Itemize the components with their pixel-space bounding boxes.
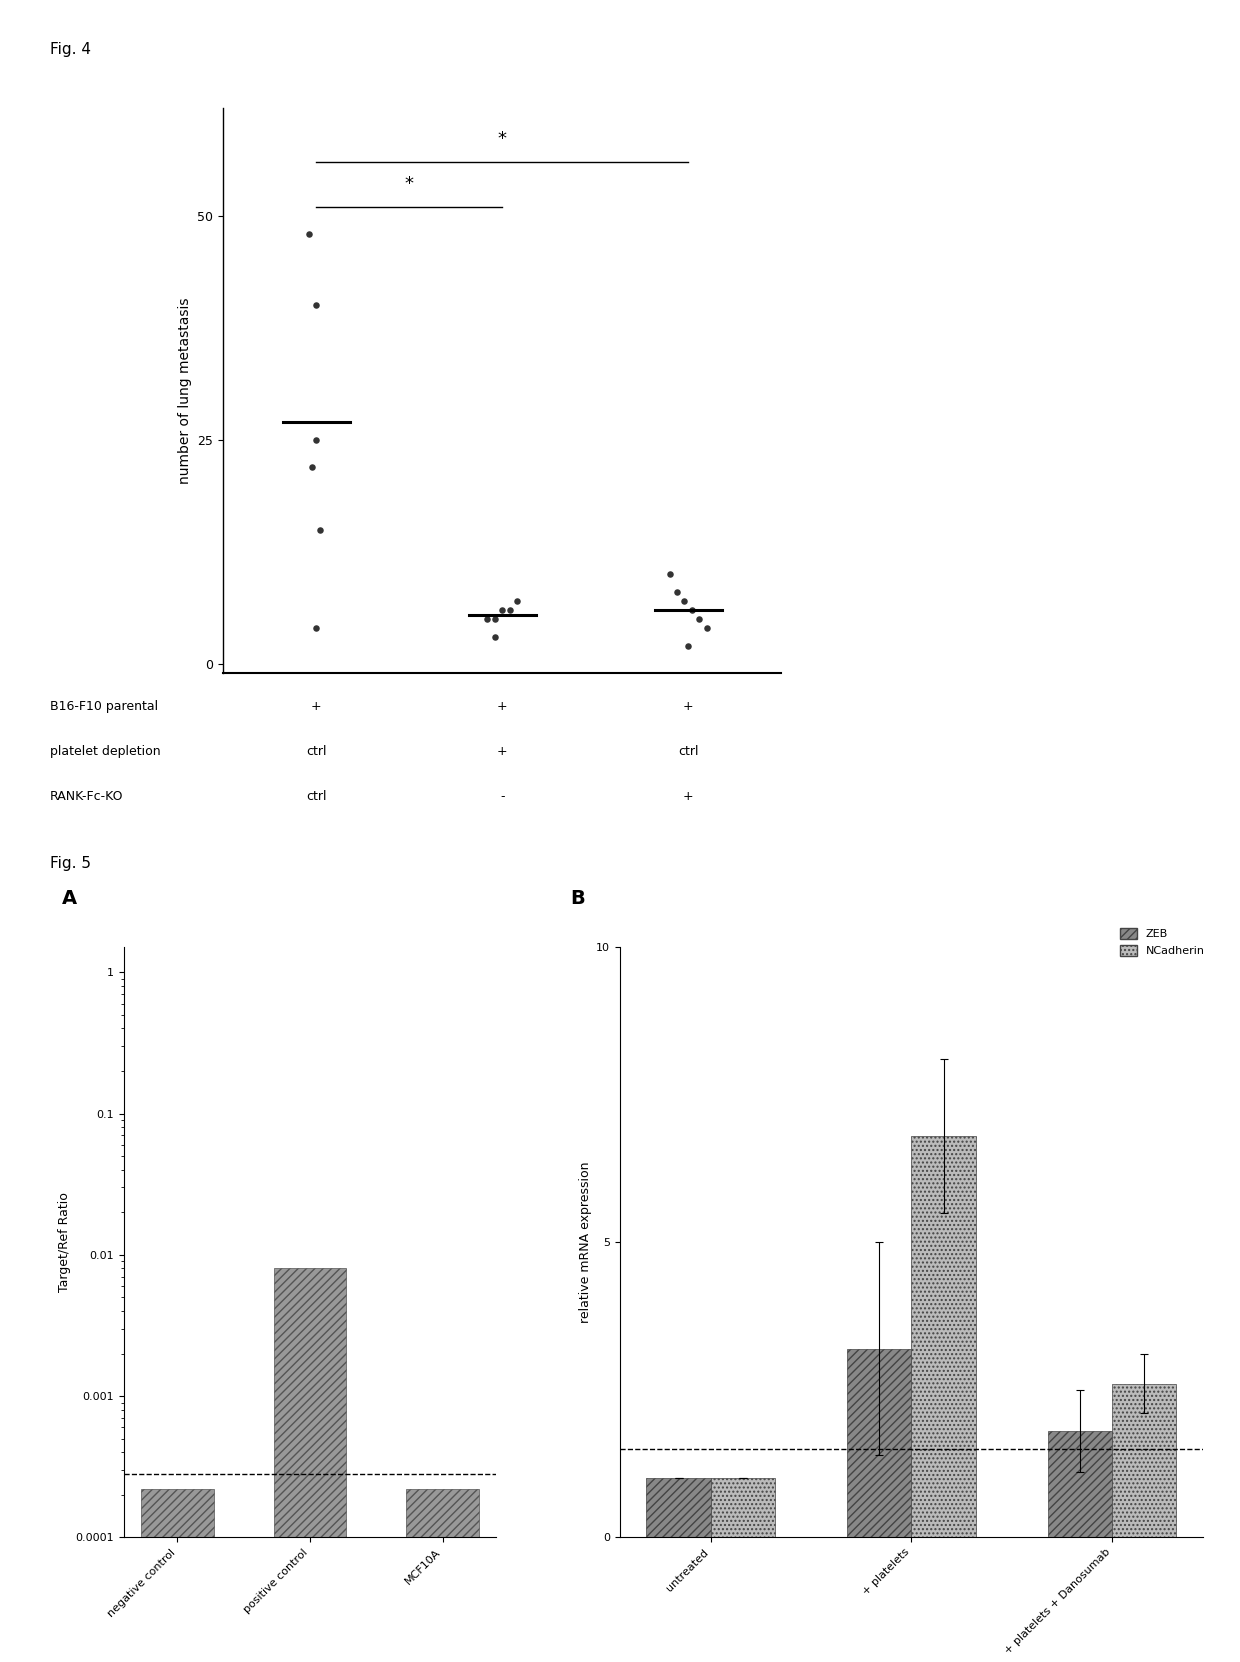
Text: Fig. 4: Fig. 4 xyxy=(50,42,91,57)
Text: -: - xyxy=(500,789,505,803)
Bar xyxy=(847,1348,911,1537)
Bar xyxy=(274,1268,346,1662)
Text: +: + xyxy=(311,700,321,713)
Text: *: * xyxy=(497,130,507,148)
Text: ctrl: ctrl xyxy=(306,789,326,803)
Text: ctrl: ctrl xyxy=(678,745,698,758)
Y-axis label: number of lung metastasis: number of lung metastasis xyxy=(177,297,192,484)
Text: ctrl: ctrl xyxy=(306,745,326,758)
Point xyxy=(485,623,505,650)
Bar xyxy=(141,1489,213,1662)
Text: B: B xyxy=(570,889,585,907)
Point xyxy=(299,221,319,248)
Point xyxy=(477,607,497,633)
Text: +: + xyxy=(683,700,693,713)
Point xyxy=(310,517,330,543)
Point xyxy=(303,454,322,480)
Point xyxy=(675,588,694,615)
Text: RANK-Fc-KO: RANK-Fc-KO xyxy=(50,789,123,803)
Point xyxy=(697,615,717,642)
Y-axis label: Target/Ref Ratio: Target/Ref Ratio xyxy=(58,1192,72,1293)
Text: Fig. 5: Fig. 5 xyxy=(50,856,91,871)
Bar xyxy=(911,1137,976,1537)
Bar xyxy=(1048,1431,1112,1537)
Point xyxy=(507,588,527,615)
Y-axis label: relative mRNA expression: relative mRNA expression xyxy=(579,1162,593,1323)
Point xyxy=(306,427,326,454)
Point xyxy=(306,293,326,319)
Bar xyxy=(646,1479,711,1537)
Point xyxy=(667,578,687,605)
Point xyxy=(682,597,702,623)
Text: B16-F10 parental: B16-F10 parental xyxy=(50,700,157,713)
Bar xyxy=(407,1489,479,1662)
Point xyxy=(500,597,520,623)
Text: +: + xyxy=(497,700,507,713)
Text: +: + xyxy=(683,789,693,803)
Bar xyxy=(711,1479,775,1537)
Text: +: + xyxy=(497,745,507,758)
Point xyxy=(485,607,505,633)
Legend: ZEB, NCadherin: ZEB, NCadherin xyxy=(1116,924,1209,961)
Text: *: * xyxy=(404,175,414,193)
Text: platelet depletion: platelet depletion xyxy=(50,745,160,758)
Point xyxy=(306,615,326,642)
Bar xyxy=(1112,1384,1177,1537)
Text: A: A xyxy=(62,889,77,907)
Point xyxy=(678,633,698,660)
Point xyxy=(660,562,680,588)
Point xyxy=(689,607,709,633)
Point xyxy=(492,597,512,623)
